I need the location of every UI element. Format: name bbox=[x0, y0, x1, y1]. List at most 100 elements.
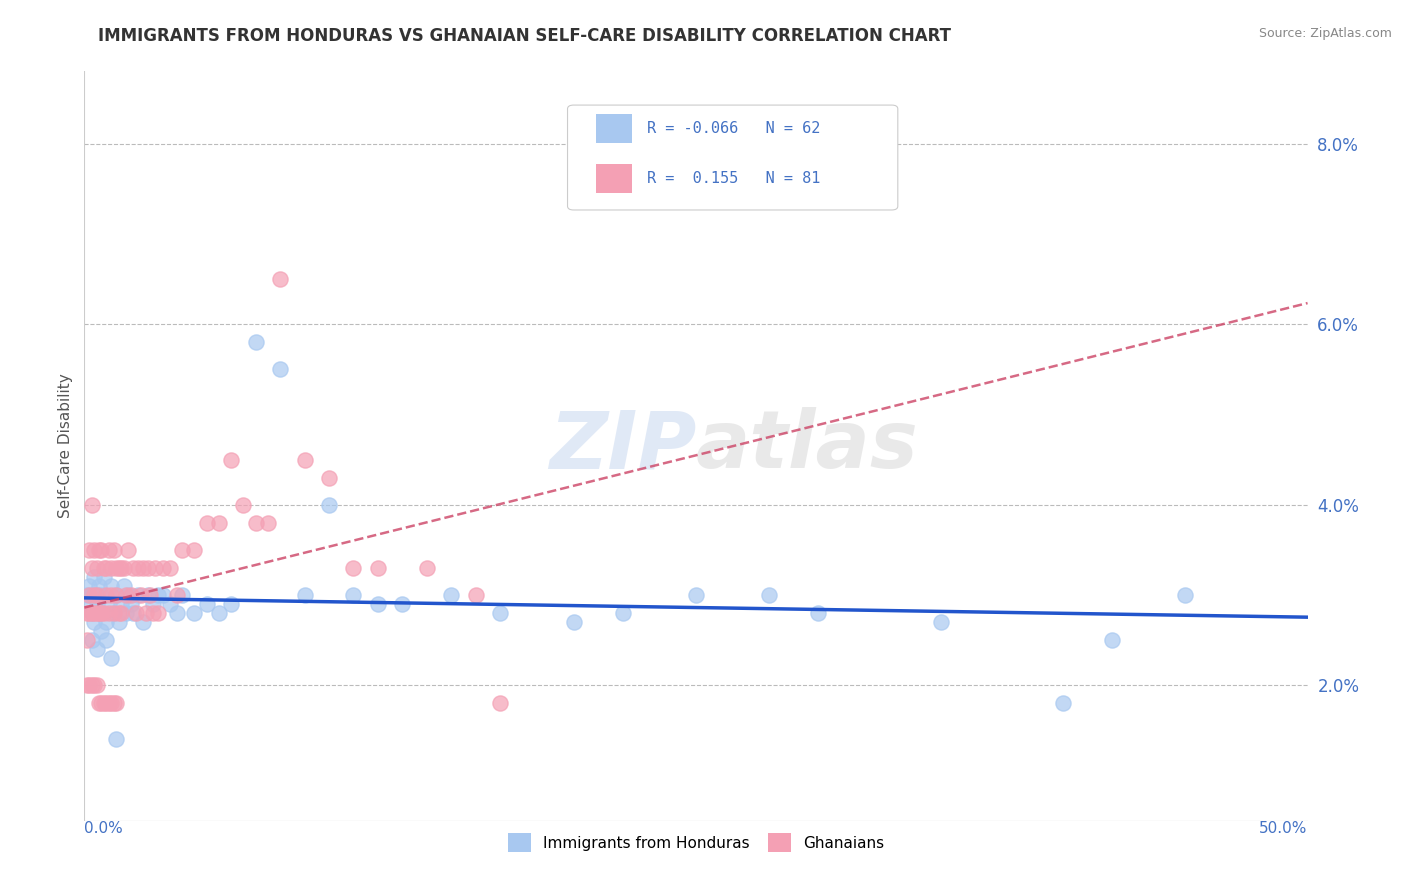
Point bbox=[208, 516, 231, 530]
Point bbox=[93, 696, 115, 710]
Point bbox=[132, 561, 155, 575]
Point bbox=[342, 561, 364, 575]
Point bbox=[80, 606, 103, 620]
Point bbox=[110, 561, 132, 575]
Point bbox=[125, 606, 148, 620]
Point bbox=[440, 588, 463, 602]
Point bbox=[97, 597, 120, 611]
Point bbox=[208, 606, 231, 620]
Point bbox=[152, 588, 174, 602]
Point bbox=[87, 606, 110, 620]
Point bbox=[318, 498, 340, 512]
Point bbox=[257, 516, 280, 530]
Legend: Immigrants from Honduras, Ghanaians: Immigrants from Honduras, Ghanaians bbox=[502, 827, 890, 858]
Point bbox=[100, 579, 122, 593]
Point bbox=[112, 579, 135, 593]
Point bbox=[245, 335, 267, 350]
Point bbox=[136, 561, 159, 575]
Text: 50.0%: 50.0% bbox=[1260, 821, 1308, 836]
Point bbox=[758, 588, 780, 602]
Point bbox=[80, 633, 103, 648]
Point bbox=[87, 606, 110, 620]
Point bbox=[87, 579, 110, 593]
Point bbox=[93, 606, 115, 620]
Point bbox=[195, 597, 218, 611]
Point bbox=[86, 606, 108, 620]
Point bbox=[172, 588, 194, 602]
Point bbox=[83, 570, 105, 584]
Point bbox=[90, 624, 112, 638]
Point bbox=[86, 597, 108, 611]
Point bbox=[103, 542, 125, 557]
Point bbox=[612, 606, 634, 620]
FancyBboxPatch shape bbox=[596, 114, 633, 143]
Point bbox=[96, 633, 118, 648]
Point bbox=[93, 561, 115, 575]
Point bbox=[232, 498, 254, 512]
Point bbox=[318, 470, 340, 484]
Point bbox=[100, 696, 122, 710]
Point bbox=[115, 588, 138, 602]
Point bbox=[90, 696, 112, 710]
Point bbox=[96, 615, 118, 629]
Point bbox=[100, 588, 122, 602]
Point bbox=[96, 561, 118, 575]
Point bbox=[929, 615, 952, 629]
Point bbox=[135, 606, 157, 620]
Point bbox=[103, 606, 125, 620]
Point bbox=[127, 588, 149, 602]
Point bbox=[166, 606, 188, 620]
Point bbox=[105, 588, 128, 602]
Text: ZIP: ZIP bbox=[548, 407, 696, 485]
Point bbox=[80, 678, 103, 692]
Text: IMMIGRANTS FROM HONDURAS VS GHANAIAN SELF-CARE DISABILITY CORRELATION CHART: IMMIGRANTS FROM HONDURAS VS GHANAIAN SEL… bbox=[98, 27, 952, 45]
Point bbox=[83, 588, 105, 602]
Point bbox=[96, 696, 118, 710]
Point bbox=[159, 561, 181, 575]
Point bbox=[110, 606, 132, 620]
Point bbox=[107, 561, 129, 575]
Point bbox=[489, 606, 512, 620]
Point bbox=[219, 597, 242, 611]
Point bbox=[90, 588, 112, 602]
Point bbox=[87, 696, 110, 710]
Point bbox=[294, 588, 316, 602]
Point bbox=[86, 588, 108, 602]
Point bbox=[115, 606, 138, 620]
Point bbox=[90, 606, 112, 620]
Point bbox=[80, 588, 103, 602]
Point bbox=[112, 561, 135, 575]
Point bbox=[117, 542, 139, 557]
Point bbox=[83, 606, 105, 620]
Point bbox=[416, 561, 439, 575]
Point bbox=[294, 452, 316, 467]
Point bbox=[86, 588, 108, 602]
Point bbox=[103, 696, 125, 710]
Point bbox=[105, 561, 128, 575]
Point bbox=[139, 588, 162, 602]
Point bbox=[96, 588, 118, 602]
Point bbox=[342, 588, 364, 602]
Text: atlas: atlas bbox=[696, 407, 918, 485]
Point bbox=[103, 606, 125, 620]
Point bbox=[172, 542, 194, 557]
Point bbox=[142, 597, 165, 611]
Point bbox=[110, 597, 132, 611]
Point bbox=[76, 633, 98, 648]
Point bbox=[77, 588, 100, 602]
Point bbox=[77, 606, 100, 620]
Point bbox=[76, 606, 98, 620]
Point bbox=[76, 588, 98, 602]
FancyBboxPatch shape bbox=[596, 164, 633, 193]
Point bbox=[107, 606, 129, 620]
Point bbox=[77, 678, 100, 692]
Text: Source: ZipAtlas.com: Source: ZipAtlas.com bbox=[1258, 27, 1392, 40]
Point bbox=[195, 516, 218, 530]
Point bbox=[86, 642, 108, 657]
Point bbox=[83, 542, 105, 557]
Point bbox=[219, 452, 242, 467]
Point bbox=[107, 615, 129, 629]
Y-axis label: Self-Care Disability: Self-Care Disability bbox=[58, 374, 73, 518]
Point bbox=[142, 606, 165, 620]
Point bbox=[97, 696, 120, 710]
